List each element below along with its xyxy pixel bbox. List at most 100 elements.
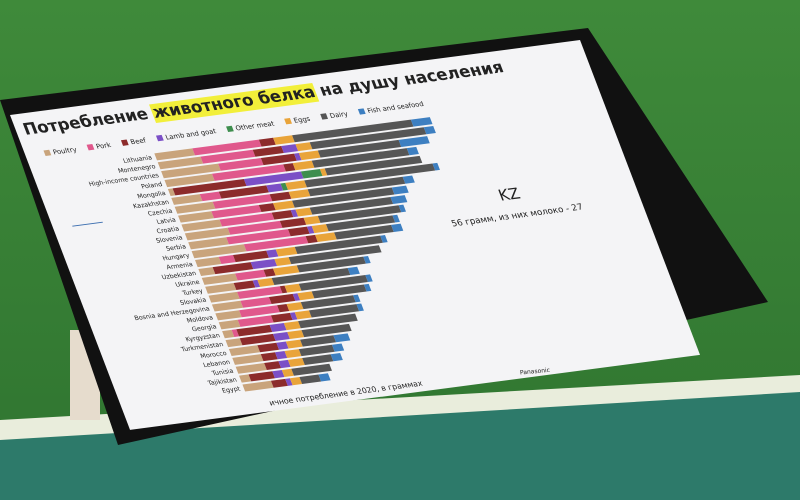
bar-segment bbox=[363, 255, 371, 264]
bar-segment bbox=[317, 139, 402, 158]
bar-segment bbox=[356, 303, 364, 312]
legend-label: Pork bbox=[95, 141, 112, 151]
bar-segment bbox=[211, 164, 286, 181]
legend-swatch bbox=[86, 144, 95, 151]
bar-segment bbox=[264, 361, 282, 371]
bar-segment bbox=[285, 339, 303, 349]
bar-segment bbox=[285, 180, 307, 190]
bar-segment bbox=[277, 304, 290, 313]
legend-label: Dairy bbox=[329, 110, 350, 120]
bar-segment bbox=[232, 250, 269, 263]
bar-segment bbox=[266, 183, 284, 193]
bar-segment bbox=[232, 354, 264, 365]
bar-segment bbox=[283, 321, 301, 331]
bar-segment bbox=[308, 304, 360, 318]
bar-segment bbox=[289, 377, 303, 386]
bar-segment bbox=[307, 176, 406, 197]
bar-segment bbox=[285, 378, 293, 386]
bar-segment bbox=[257, 342, 280, 353]
bar-segment bbox=[287, 357, 305, 367]
category-label: Tunisia bbox=[210, 368, 235, 378]
legend-label: Poultry bbox=[52, 146, 78, 157]
bar-segment bbox=[275, 246, 298, 257]
bar-segment bbox=[174, 201, 216, 214]
bar-segment bbox=[178, 211, 214, 223]
bar-segment bbox=[304, 163, 436, 188]
bar-segment bbox=[199, 191, 222, 202]
bar-segment bbox=[297, 291, 315, 301]
bar-segment bbox=[280, 182, 288, 191]
bar-segment bbox=[311, 148, 410, 168]
bar-segment bbox=[228, 345, 261, 356]
category-label: Uzbekistan bbox=[161, 270, 198, 281]
category-label: Egypt bbox=[221, 386, 242, 395]
bar-segment bbox=[271, 267, 351, 286]
bar-segment bbox=[301, 323, 352, 338]
bar-segment bbox=[218, 158, 264, 171]
bar-segment bbox=[295, 207, 313, 217]
category-label: Slovenia bbox=[155, 235, 184, 245]
category-label: Montenegro bbox=[117, 163, 157, 175]
bar-segment bbox=[288, 189, 311, 199]
brand: Panasonic bbox=[520, 367, 551, 377]
bar-segment bbox=[406, 146, 419, 156]
bar-segment bbox=[243, 236, 309, 252]
bar-segment bbox=[236, 324, 273, 337]
bar-segment bbox=[266, 249, 279, 258]
bar-segment bbox=[398, 136, 430, 147]
bar-segment bbox=[311, 224, 329, 234]
bar-segment bbox=[260, 153, 297, 166]
bar-segment bbox=[286, 302, 304, 312]
bar-segment bbox=[287, 226, 310, 237]
bar-segment bbox=[300, 295, 356, 310]
category-label: Ukraine bbox=[174, 279, 200, 289]
bar-segment bbox=[281, 368, 294, 378]
legend-label: Beef bbox=[129, 137, 148, 147]
bar-segment bbox=[235, 269, 267, 281]
bar-segment bbox=[410, 117, 433, 127]
bar-segment bbox=[334, 224, 394, 240]
bar-segment bbox=[218, 255, 236, 264]
bar-segment bbox=[172, 178, 247, 196]
bar-segment bbox=[300, 168, 323, 179]
category-label: Mongolia bbox=[136, 190, 167, 200]
bar-segment bbox=[239, 374, 252, 383]
bar-segment bbox=[258, 137, 276, 147]
track bbox=[0, 392, 800, 500]
category-label: Armenia bbox=[166, 261, 195, 271]
category-label: Tajikistan bbox=[206, 377, 238, 388]
bar-segment bbox=[269, 191, 292, 202]
category-label: Kazakhstan bbox=[132, 199, 170, 210]
category-label: Serbia bbox=[165, 243, 187, 252]
category-label: Moldova bbox=[186, 315, 215, 325]
bar-segment bbox=[188, 237, 229, 250]
title-highlight bbox=[149, 83, 320, 124]
bar-segment bbox=[298, 274, 368, 291]
bar-segment bbox=[252, 279, 261, 288]
category-label: Kyrgyzstan bbox=[185, 332, 221, 343]
bar-segment bbox=[273, 135, 295, 145]
bar-segment bbox=[270, 312, 293, 323]
bar-segment bbox=[330, 352, 343, 362]
bar-segment bbox=[391, 185, 409, 195]
bar-segment bbox=[392, 214, 400, 223]
bar-segment bbox=[212, 194, 273, 209]
bar-segment bbox=[333, 333, 351, 343]
bar-segment bbox=[257, 277, 275, 287]
category-label: Turkey bbox=[181, 288, 205, 297]
bar-segment bbox=[272, 369, 285, 379]
category-label: Croatia bbox=[156, 226, 181, 236]
bar-segment bbox=[299, 374, 322, 385]
bar-segment bbox=[263, 268, 276, 277]
legend-swatch bbox=[155, 134, 164, 142]
bar-segment bbox=[260, 352, 278, 362]
bar-segment bbox=[273, 200, 295, 211]
bar-segment bbox=[292, 119, 414, 143]
bar-segment bbox=[291, 363, 332, 376]
bar-segment bbox=[300, 335, 337, 347]
bar-segment bbox=[268, 293, 296, 305]
bar-segment bbox=[353, 294, 361, 303]
bar-segment bbox=[269, 323, 287, 332]
bar-segment bbox=[284, 283, 302, 293]
bar-segment bbox=[248, 371, 275, 382]
